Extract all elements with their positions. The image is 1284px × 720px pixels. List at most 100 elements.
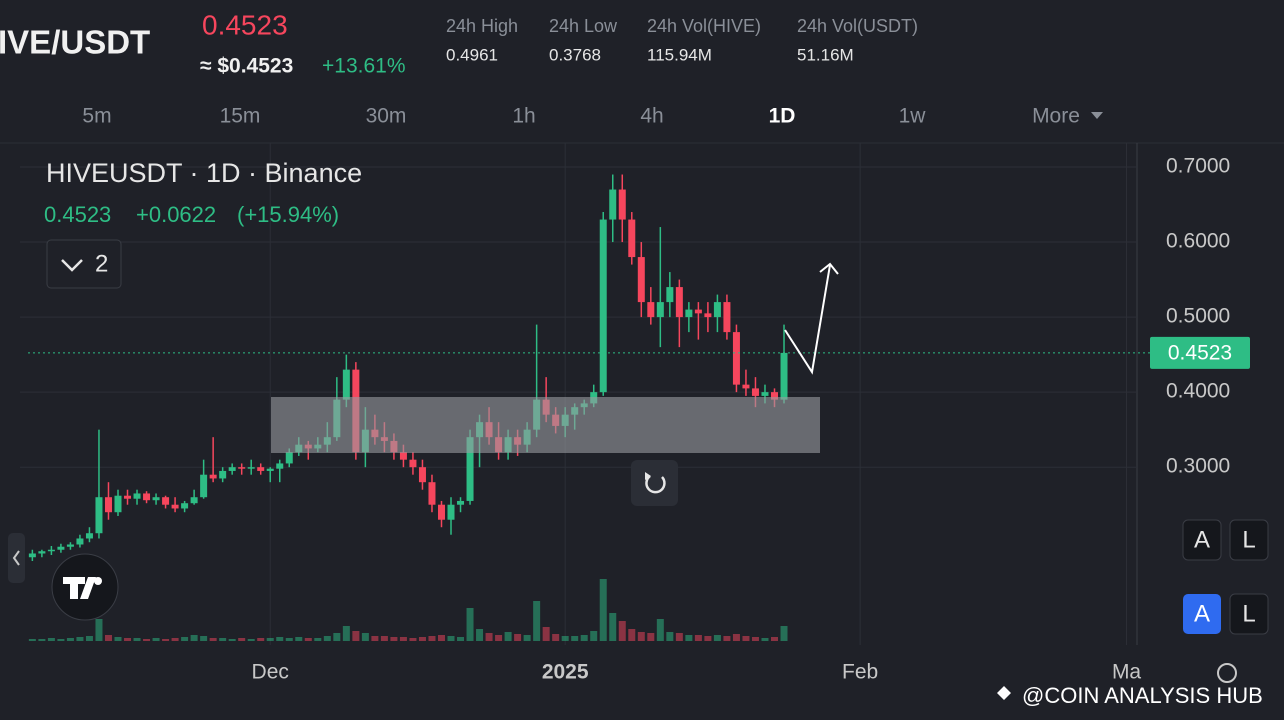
volume-bar — [685, 635, 693, 641]
candle-body — [228, 467, 236, 471]
candle-body — [200, 474, 208, 498]
candle-body — [457, 500, 465, 505]
volume-bar — [732, 634, 740, 641]
volume-bar — [333, 633, 341, 641]
volume-bar — [723, 636, 731, 641]
volume-bar — [704, 636, 712, 641]
last-price-tag — [1150, 336, 1250, 369]
volume-bar — [200, 636, 208, 641]
x-tick-label: Feb — [842, 661, 878, 684]
tab[interactable]: 1w — [899, 105, 927, 128]
reset-icon-tip — [645, 472, 651, 480]
candle-body — [276, 463, 284, 469]
candle-body — [181, 503, 189, 509]
volume-bar — [656, 619, 664, 641]
log-scale-button[interactable] — [1229, 519, 1269, 561]
settings-icon[interactable] — [1217, 663, 1237, 683]
log-scale-label-2: L — [1242, 600, 1255, 627]
candle-body — [28, 553, 36, 558]
volume-bar — [219, 638, 227, 641]
candle-body — [38, 551, 46, 554]
volume-bar — [247, 639, 255, 641]
log-scale-button-2[interactable] — [1229, 593, 1269, 635]
volume-bar — [466, 608, 474, 641]
candle-body — [76, 538, 84, 545]
candle-body — [685, 309, 693, 318]
zone — [271, 397, 820, 453]
candle-body — [57, 546, 65, 550]
watermark-icon — [997, 686, 1011, 700]
candle-body — [124, 495, 132, 499]
log-scale-label: L — [1242, 526, 1255, 553]
candle-body — [257, 467, 265, 471]
volume-bar — [647, 633, 655, 641]
tab[interactable]: 30m — [366, 105, 407, 128]
volume-bar — [599, 579, 607, 641]
y-tick-label: 0.6000 — [1166, 230, 1230, 253]
tab[interactable]: 4h — [640, 105, 663, 128]
x-tick-label: Ma — [1112, 661, 1141, 684]
stat-label: 24h High — [446, 16, 518, 36]
volume-bar — [571, 636, 579, 641]
y-tick-label: 0.5000 — [1166, 305, 1230, 328]
volume-bar — [238, 638, 246, 641]
tab[interactable]: 5m — [82, 105, 111, 128]
volume-bar — [713, 635, 721, 641]
x-tick-label: Dec — [252, 661, 289, 684]
legend-title: HIVEUSDT · 1D · Binance — [46, 158, 362, 188]
reset-button[interactable] — [631, 460, 678, 506]
candle-body — [666, 287, 674, 303]
legend-change: +0.0622 — [136, 202, 216, 227]
volume-bar — [675, 633, 683, 641]
volume-bar — [152, 638, 160, 641]
candle-body — [704, 313, 712, 318]
volume-bar — [352, 631, 360, 641]
volume-bar — [266, 638, 274, 641]
volume-bar — [694, 635, 702, 641]
usd-price: ≈ $0.4523 — [200, 55, 293, 78]
candle-body — [95, 497, 103, 534]
volume-bar — [761, 638, 769, 641]
legend-price: 0.4523 — [44, 202, 111, 227]
candle-body — [266, 468, 274, 471]
volume-bar — [66, 638, 74, 641]
logo-dot — [94, 577, 102, 585]
candle-body — [104, 497, 112, 513]
candle-body — [133, 493, 141, 499]
volume-bar — [399, 637, 407, 641]
volume-bar — [580, 635, 588, 641]
auto-scale-button-2[interactable] — [1183, 594, 1221, 634]
tab[interactable]: 1h — [512, 105, 535, 128]
volume-bar — [390, 637, 398, 641]
volume-bar — [618, 621, 626, 641]
tab[interactable]: 15m — [220, 105, 261, 128]
collapse-button[interactable] — [8, 533, 25, 583]
arrow — [784, 264, 831, 375]
volume-bar — [561, 636, 569, 641]
candle-body — [647, 302, 655, 318]
volume-bar — [342, 626, 350, 641]
volume-bar — [133, 638, 141, 641]
volume-bar — [742, 636, 750, 641]
indicator-toggle[interactable] — [46, 239, 122, 289]
candle-body — [447, 504, 455, 520]
candle-body — [190, 497, 198, 504]
volume-bar — [590, 631, 598, 641]
volume-bar — [628, 629, 636, 641]
candle-body — [238, 467, 246, 469]
change: +13.61% — [322, 55, 406, 78]
candle-body — [47, 549, 55, 552]
candle-body — [599, 219, 607, 393]
candle-body — [437, 504, 445, 520]
volume-bar — [437, 635, 445, 641]
tab[interactable]: More — [1032, 105, 1080, 128]
auto-scale-button[interactable] — [1182, 519, 1222, 561]
volume-bar — [514, 634, 522, 641]
tab[interactable]: 1D — [769, 105, 796, 128]
tabs: 5m 15m 30m 1h 4h 1D 1w More — [82, 105, 1080, 128]
volume-bar — [637, 632, 645, 641]
volume-bar — [323, 636, 331, 641]
arrow-head — [819, 262, 839, 275]
collapse-icon — [12, 550, 20, 566]
